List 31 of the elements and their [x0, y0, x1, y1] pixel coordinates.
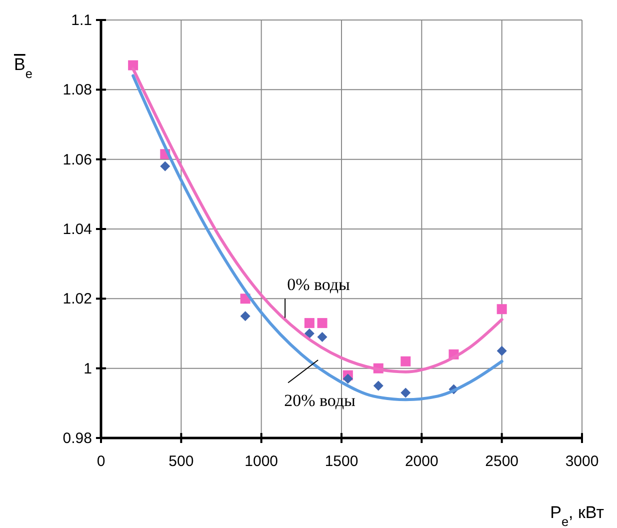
x-tick-label: 0: [96, 453, 106, 470]
y-tick-label: 1: [84, 360, 92, 378]
point: [160, 161, 170, 172]
x-tick-label: 3000: [565, 453, 599, 470]
point: [400, 388, 411, 398]
y-tick-label: 1.08: [62, 82, 92, 99]
x-tick-label: 1000: [244, 453, 278, 470]
point: [240, 311, 250, 322]
y-tick-label: 1.1: [71, 12, 92, 29]
point: [496, 304, 507, 314]
point: [342, 374, 353, 384]
y-tick-label: 1.04: [62, 221, 92, 238]
x-tick-label: 2000: [404, 453, 438, 470]
point: [317, 332, 328, 342]
x-tick-label: 1500: [324, 453, 358, 470]
point: [317, 318, 328, 328]
point: [373, 380, 384, 391]
x-tick-label: 2500: [485, 453, 519, 470]
y-axis-title: B$_{e}$: [14, 55, 32, 80]
annotation: 0% воды: [287, 274, 351, 294]
annotation: 20% воды: [284, 390, 356, 410]
y-tick-label: 0.98: [62, 430, 92, 447]
point: [400, 356, 411, 366]
point: [128, 60, 138, 70]
y-tick-label: 1.02: [62, 290, 92, 308]
point: [304, 328, 314, 338]
y-tick-label: 1.06: [62, 151, 92, 168]
point: [496, 346, 507, 356]
point: [304, 318, 314, 328]
x-axis-title: P$_{e}$, кВт: [550, 503, 604, 528]
x-tick-label: 500: [168, 453, 194, 470]
